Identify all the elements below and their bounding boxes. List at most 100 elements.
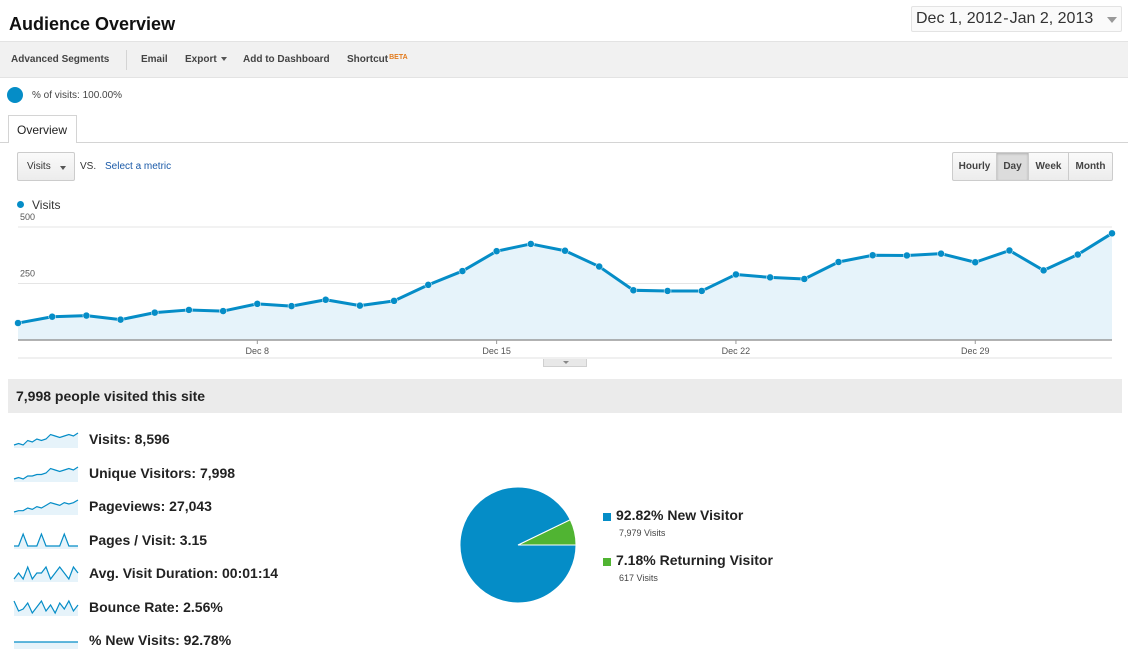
- summary-metric-row[interactable]: % New Visits: 92.78%: [13, 630, 313, 650]
- x-tick-label: Dec 22: [722, 346, 751, 356]
- pie-slice-new-visitor[interactable]: [459, 486, 577, 604]
- summary-metric-row[interactable]: Avg. Visit Duration: 00:01:14: [13, 563, 313, 583]
- select-metric-link[interactable]: Select a metric: [105, 161, 172, 172]
- granularity-day-button[interactable]: Day: [997, 153, 1029, 180]
- data-point[interactable]: [48, 312, 56, 321]
- sparkline-area: [14, 534, 78, 549]
- data-point[interactable]: [1108, 229, 1116, 238]
- sparkline: [13, 432, 79, 448]
- pie-legend-label: 92.82% New Visitor: [616, 507, 743, 523]
- sparkline: [13, 499, 79, 515]
- data-point[interactable]: [937, 249, 945, 258]
- data-point[interactable]: [800, 275, 809, 283]
- segment-pie-icon: [7, 87, 23, 103]
- sparkline-area: [14, 642, 78, 649]
- shortcut-label: Shortcut: [347, 54, 389, 65]
- summary-headline: 7,998 people visited this site: [8, 379, 1122, 413]
- summary-metric-label: % New Visits: 92.78%: [89, 632, 232, 648]
- tab-overview[interactable]: Overview: [8, 115, 77, 143]
- toolbar-divider: [126, 50, 127, 70]
- sparkline-line: [14, 532, 78, 547]
- granularity-month-button[interactable]: Month: [1075, 161, 1106, 172]
- segment-label: % of visits: 100.00%: [32, 90, 123, 101]
- export-button[interactable]: Export: [185, 54, 227, 65]
- shortcut-button[interactable]: ShortcutBETA: [347, 54, 408, 65]
- granularity-toggle: Hourly Day Week Month: [952, 152, 1113, 181]
- data-point[interactable]: [834, 258, 843, 266]
- data-point[interactable]: [356, 301, 364, 310]
- data-point[interactable]: [287, 302, 296, 310]
- legend-swatch: [603, 558, 611, 566]
- sparkline: [13, 565, 79, 582]
- pie-legend-label: 7.18% Returning Visitor: [616, 552, 773, 568]
- data-point[interactable]: [1074, 250, 1082, 259]
- data-point[interactable]: [629, 286, 638, 295]
- data-point[interactable]: [868, 251, 877, 259]
- pie-legend-name: New Visitor: [663, 507, 744, 523]
- granularity-hourly-button[interactable]: Hourly: [953, 153, 997, 180]
- summary-metric-row[interactable]: Visits: 8,596: [13, 429, 313, 449]
- add-to-dashboard-button[interactable]: Add to Dashboard: [243, 54, 330, 65]
- summary-metric-row[interactable]: Pages / Visit: 3.15: [13, 530, 313, 550]
- data-point[interactable]: [903, 251, 911, 260]
- data-point[interactable]: [424, 281, 432, 289]
- date-range-picker[interactable]: Dec 1, 2012-Jan 2, 2013: [911, 6, 1122, 32]
- pie-legend-visits: 617 Visits: [619, 573, 658, 583]
- data-point[interactable]: [1039, 266, 1048, 275]
- visits-line-chart[interactable]: 500 250 Dec 8 Dec 15 Dec 22 Dec 29: [0, 210, 1128, 370]
- page-title: Audience Overview: [9, 14, 176, 34]
- visitor-type-pie-chart[interactable]: [458, 485, 578, 605]
- summary-metric-label: Visits: 8,596: [89, 431, 170, 447]
- email-button[interactable]: Email: [141, 54, 168, 65]
- x-tick-label: Dec 15: [482, 346, 511, 356]
- data-point[interactable]: [492, 247, 501, 255]
- pie-legend-percent: 7.18%: [616, 552, 656, 568]
- y-tick-label: 250: [20, 269, 35, 279]
- data-point[interactable]: [14, 319, 22, 327]
- sparkline: [13, 466, 79, 482]
- data-point[interactable]: [458, 267, 467, 275]
- series-area: [18, 233, 1112, 340]
- summary-metric-row[interactable]: Bounce Rate: 2.56%: [13, 597, 313, 617]
- sparkline-area: [14, 500, 78, 515]
- data-point[interactable]: [116, 315, 125, 324]
- sparkline-area: [14, 567, 78, 582]
- summary-metric-row[interactable]: Unique Visitors: 7,998: [13, 463, 313, 483]
- sparkline: [14, 532, 78, 549]
- data-point[interactable]: [1005, 246, 1014, 255]
- sparkline-line: [13, 432, 79, 446]
- date-start: Dec 1, 2012: [916, 10, 1003, 27]
- data-point[interactable]: [766, 273, 774, 282]
- sparkline-line: [13, 599, 79, 615]
- chart-resize-handle[interactable]: [543, 359, 587, 367]
- metric-dropdown[interactable]: Visits: [17, 152, 75, 181]
- sparkline: [13, 599, 79, 616]
- chevron-down-icon: [60, 166, 66, 170]
- beta-badge: BETA: [389, 54, 408, 61]
- data-point[interactable]: [321, 296, 330, 304]
- report-toolbar: Advanced Segments Email Export Add to Da…: [0, 41, 1128, 78]
- data-point[interactable]: [663, 287, 672, 295]
- data-point[interactable]: [390, 297, 398, 305]
- data-point[interactable]: [971, 258, 979, 267]
- summary-metric-label: Bounce Rate: 2.56%: [89, 599, 223, 615]
- tab-divider: [0, 142, 1128, 143]
- summary-metric-label: Pageviews: 27,043: [89, 498, 212, 514]
- data-point[interactable]: [595, 262, 603, 271]
- data-point[interactable]: [698, 287, 706, 295]
- data-point[interactable]: [219, 307, 227, 315]
- data-point[interactable]: [561, 246, 569, 255]
- data-point[interactable]: [151, 308, 159, 317]
- data-point[interactable]: [732, 270, 740, 279]
- advanced-segments-button[interactable]: Advanced Segments: [11, 54, 110, 65]
- sparkline-line: [13, 565, 79, 581]
- data-point[interactable]: [253, 300, 262, 308]
- summary-metric-row[interactable]: Pageviews: 27,043: [13, 496, 313, 516]
- data-point[interactable]: [527, 240, 535, 248]
- granularity-week-button[interactable]: Week: [1029, 153, 1069, 180]
- data-point[interactable]: [185, 306, 193, 314]
- metric-dropdown-value: Visits: [27, 161, 51, 172]
- pie-legend-percent: 92.82%: [616, 507, 664, 523]
- data-point[interactable]: [82, 311, 91, 320]
- pie-legend-name: Returning Visitor: [655, 552, 773, 568]
